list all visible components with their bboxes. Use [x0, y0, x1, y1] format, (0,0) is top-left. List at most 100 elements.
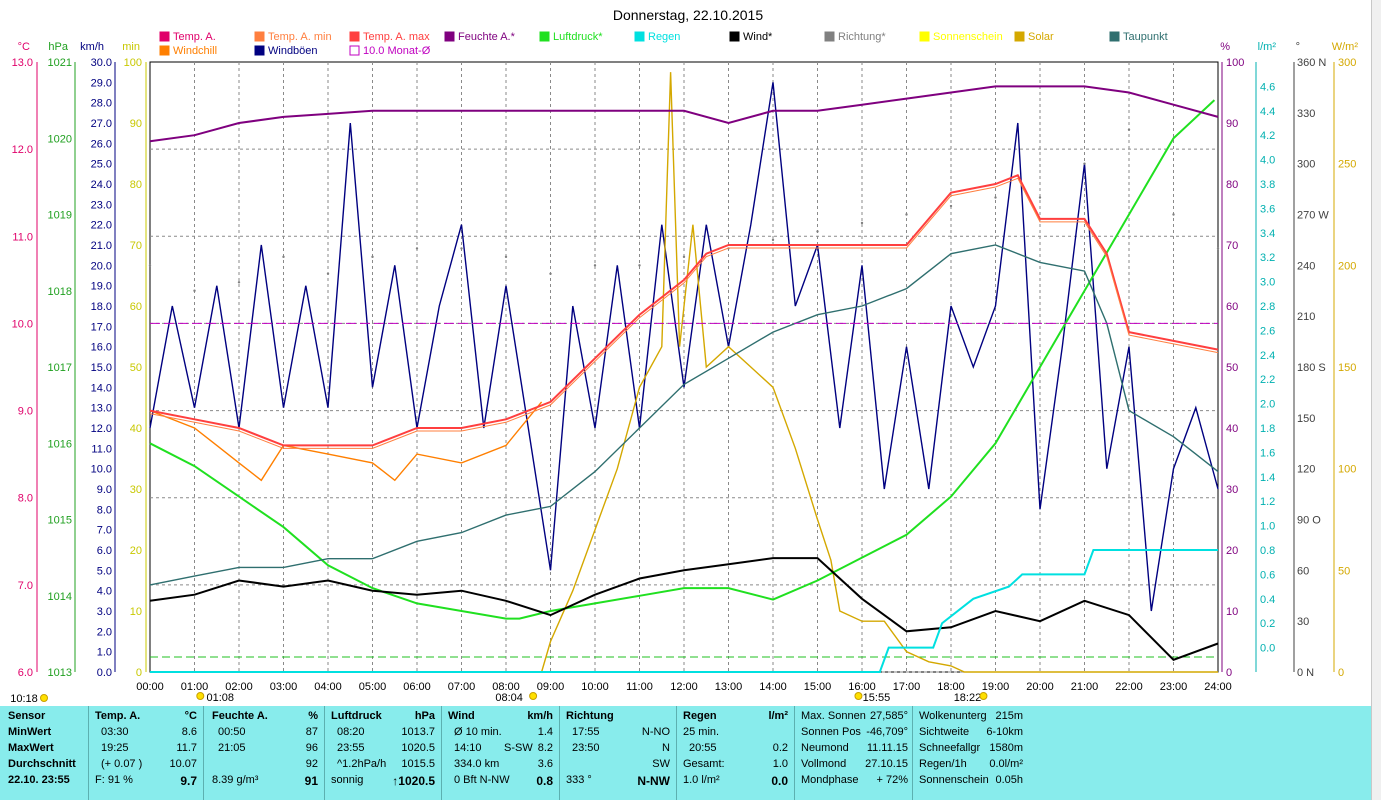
stats-rain-max-time: 20:55 [689, 742, 717, 754]
tick-x: 02:00 [225, 681, 253, 693]
data-point [193, 289, 196, 292]
tick-sun: 40 [130, 423, 142, 435]
tick-x: 17:00 [893, 681, 921, 693]
stats-wind-avg-label: Ø 10 min. [454, 726, 502, 738]
data-point [282, 255, 285, 259]
tick-wind: 21.0 [91, 240, 112, 252]
tick-solar: 150 [1338, 362, 1356, 374]
stats-direction-max-time: 23:50 [572, 742, 600, 754]
tick-wind: 2.0 [97, 626, 112, 638]
data-point [1038, 196, 1042, 199]
stats-unit-humidity: % [308, 710, 318, 722]
stats-rain-max-value: 0.2 [772, 742, 788, 754]
stats-weather-label-2: Sichtweite [919, 726, 970, 738]
tick-pressure: 1013 [48, 667, 72, 679]
stats-direction-min-value: N-NO [641, 726, 670, 738]
legend-label: Regen [648, 31, 680, 43]
tick-rain: 4.6 [1260, 81, 1275, 93]
stats-row-max: MaxWert [8, 742, 54, 754]
data-point [638, 264, 641, 267]
tick-wind: 19.0 [91, 281, 112, 293]
vertical-scrollbar[interactable] [1371, 0, 1381, 800]
weather-chart: Donnerstag, 22.10.2015 Temp. A. Temp. A. … [10, 7, 1358, 705]
stats-temp-max-value: 11.7 [176, 742, 197, 754]
stats-wind-current: 0.8 [536, 774, 553, 788]
stats-rain-duration: 25 min. [683, 726, 720, 738]
legend-swatch [444, 31, 455, 42]
data-point [816, 230, 819, 233]
tick-wind: 10.0 [91, 464, 112, 476]
series-line [149, 99, 1216, 620]
tick-rain: 3.0 [1260, 277, 1275, 289]
stats-pressure-max-value: 1020.5 [401, 742, 435, 754]
data-point [593, 264, 597, 267]
tick-wind: 6.0 [97, 545, 112, 557]
legend-swatch [349, 45, 360, 56]
tick-temp: 6.0 [18, 667, 33, 679]
stats-wind-avg-value: 1.4 [537, 726, 553, 738]
tick-rain: 2.4 [1260, 350, 1275, 362]
tick-solar: 50 [1338, 565, 1350, 577]
legend-swatch [254, 45, 265, 56]
stats-direction-avg-value: SW [652, 758, 670, 770]
tick-direction: 210 [1297, 311, 1315, 323]
stats-rain: Regen l/m² 25 min. 20:55 0.2 Gesamt: 1.0… [677, 706, 795, 800]
tick-rain: 0.6 [1260, 569, 1275, 581]
stats-wind: Wind km/h Ø 10 min. 1.4 14:10 S-SW 8.2 3… [442, 706, 560, 800]
tick-rain: 1.8 [1260, 423, 1275, 435]
tick-wind: 8.0 [97, 504, 112, 516]
legend-label: Temp. A. max [363, 31, 430, 43]
tick-direction: 150 [1297, 413, 1315, 425]
tick-rain: 1.4 [1260, 472, 1275, 484]
tick-direction: 60 [1297, 565, 1309, 577]
stats-wind-run: 334.0 km [454, 758, 500, 770]
stats-unit-pressure: hPa [414, 710, 435, 722]
stats-weather-label-4: Regen/1h [919, 758, 967, 770]
legend-label: Taupunkt [1123, 31, 1168, 43]
stats-rain-footer-label: 1.0 l/m² [683, 774, 720, 786]
stats-unit-rain: l/m² [768, 710, 788, 722]
tick-direction: 30 [1297, 616, 1309, 628]
data-point [994, 196, 997, 199]
data-point [371, 255, 374, 259]
data-point [1127, 128, 1131, 131]
axis-unit-temp: °C [18, 41, 30, 53]
legend-swatch [919, 31, 930, 42]
series-windchill [149, 401, 543, 482]
tick-wind: 26.0 [91, 138, 112, 150]
stats-unit-temp: °C [184, 710, 197, 722]
data-point [905, 213, 908, 216]
legend-swatch [159, 45, 170, 56]
tick-pressure: 1020 [48, 133, 72, 145]
data-point [1216, 247, 1220, 250]
sun-icon [40, 694, 48, 702]
tick-wind: 28.0 [91, 98, 112, 110]
tick-wind: 5.0 [97, 565, 112, 577]
tick-solar: 250 [1338, 159, 1356, 171]
series-wind [149, 557, 1219, 661]
axis-unit-pressure: hPa [48, 41, 68, 53]
sun-mark-label: 15:55 [863, 692, 891, 704]
stats-unit-wind: km/h [527, 710, 553, 722]
stats-astro-value-2: -46,709° [866, 726, 908, 738]
tick-x: 04:00 [314, 681, 342, 693]
tick-humidity: 20 [1226, 545, 1238, 557]
tick-pressure: 1015 [48, 515, 72, 527]
tick-x: 14:00 [759, 681, 787, 693]
tick-sun: 30 [130, 484, 142, 496]
stats-temp-min-time: 03:30 [101, 726, 129, 738]
data-point [460, 247, 463, 250]
stats-wind-beaufort: 0 Bft N-NW [454, 774, 510, 786]
tick-x: 24:00 [1204, 681, 1232, 693]
tick-x: 10:00 [581, 681, 609, 693]
stats-humidity-current: 91 [304, 774, 318, 788]
tick-direction: 330 [1297, 108, 1315, 120]
series-line [149, 82, 1219, 612]
stats-astro-label-4: Vollmond [801, 758, 847, 770]
stats-row-min: MinWert [8, 726, 52, 738]
tick-temp: 11.0 [12, 231, 33, 243]
tick-wind: 4.0 [97, 586, 112, 598]
tick-wind: 29.0 [91, 77, 112, 89]
stats-humidity-max-value: 96 [305, 742, 318, 754]
tick-x: 20:00 [1026, 681, 1054, 693]
